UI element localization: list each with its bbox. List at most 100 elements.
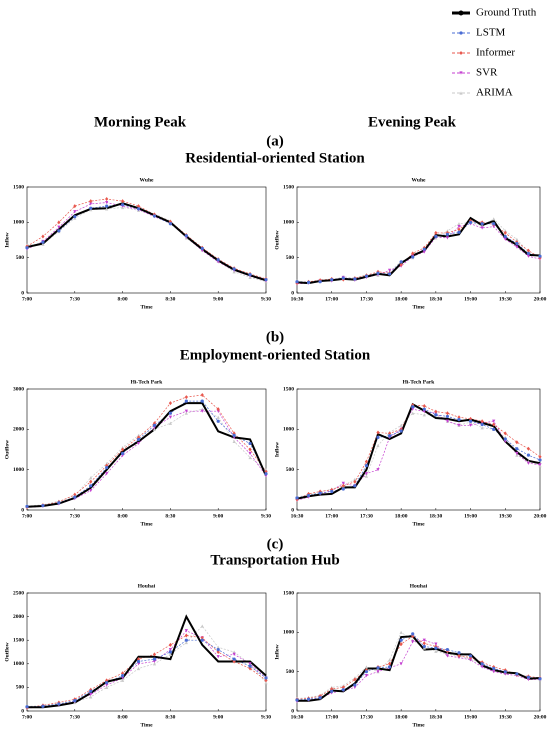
marker — [503, 230, 507, 235]
marker — [364, 670, 369, 674]
y-tick-label: 1500 — [283, 590, 294, 596]
marker — [411, 411, 415, 415]
x-tick-label: 9:00 — [213, 296, 223, 302]
x-tick-label: 17:00 — [325, 513, 338, 519]
marker — [216, 415, 220, 419]
panel-title: Residential-oriented Station — [185, 150, 365, 166]
marker — [73, 215, 77, 219]
x-tick-label: 9:30 — [261, 296, 271, 302]
y-tick-label: 1000 — [283, 220, 294, 226]
y-tick-label: 0 — [21, 708, 24, 714]
marker — [57, 220, 61, 225]
marker — [526, 446, 531, 451]
marker — [387, 658, 392, 662]
marker — [515, 447, 519, 451]
marker — [480, 422, 484, 427]
marker — [216, 648, 220, 652]
series-line — [26, 400, 267, 507]
marker — [184, 395, 188, 400]
marker — [136, 662, 141, 666]
marker — [353, 677, 357, 682]
marker — [353, 683, 357, 687]
marker — [200, 399, 204, 403]
chart: Wuhe Time Inflow 0 500 1000 1500 7:00 7:30 8:00 8:… — [4, 177, 271, 310]
panel-label: (c) — [267, 536, 284, 552]
marker — [445, 229, 450, 233]
series-line — [26, 202, 267, 282]
marker — [387, 665, 392, 669]
marker — [168, 401, 172, 406]
marker — [295, 496, 299, 500]
series-line — [26, 402, 267, 508]
x-tick-label: 19:00 — [464, 296, 477, 302]
x-tick-label: 19:00 — [464, 714, 477, 720]
marker — [457, 651, 461, 655]
marker — [445, 654, 450, 658]
marker — [364, 274, 369, 278]
marker — [457, 423, 461, 427]
y-tick-label: 1500 — [13, 184, 24, 190]
series-line — [26, 635, 267, 709]
marker — [41, 704, 45, 708]
marker — [457, 653, 461, 658]
marker — [399, 662, 403, 666]
marker — [503, 431, 507, 436]
marker — [41, 240, 45, 244]
marker — [152, 427, 157, 431]
marker — [480, 222, 484, 226]
marker — [434, 413, 438, 417]
marker — [434, 649, 438, 653]
legend-label: SVR — [476, 67, 498, 79]
panel-label: (a) — [266, 133, 284, 149]
marker — [232, 267, 236, 271]
marker — [168, 652, 172, 656]
y-tick-label: 0 — [291, 507, 294, 513]
marker — [184, 409, 188, 413]
legend-label: Informer — [476, 47, 515, 59]
marker — [376, 430, 380, 435]
marker — [353, 484, 357, 488]
marker — [105, 683, 109, 687]
marker — [41, 503, 45, 508]
series-line — [26, 198, 267, 280]
plot-frame — [26, 186, 267, 294]
marker — [503, 439, 507, 444]
marker — [492, 427, 496, 431]
marker — [457, 222, 461, 226]
marker — [121, 203, 125, 207]
marker — [200, 624, 204, 628]
x-axis-label: Time — [412, 722, 425, 728]
marker — [459, 51, 463, 55]
marker — [399, 427, 403, 432]
marker — [515, 241, 519, 246]
y-tick-label: 3000 — [13, 386, 24, 392]
marker — [538, 458, 542, 462]
x-tick-label: 19:30 — [499, 714, 512, 720]
marker — [480, 419, 484, 424]
marker — [376, 670, 380, 674]
y-tick-label: 0 — [291, 290, 294, 296]
marker — [232, 433, 236, 437]
x-tick-label: 7:30 — [70, 714, 80, 720]
marker — [526, 461, 531, 465]
marker — [353, 277, 357, 281]
marker — [57, 229, 61, 233]
marker — [399, 630, 403, 634]
marker — [492, 224, 496, 229]
marker — [399, 429, 403, 433]
marker — [411, 632, 415, 636]
y-tick-label: 2000 — [13, 427, 24, 433]
chart: Houhai Time Inflow 0 500 1000 1500 16:30 17:00 17… — [274, 583, 546, 728]
marker — [457, 227, 461, 232]
marker — [515, 453, 519, 457]
x-axis-label: Time — [412, 521, 425, 527]
marker — [136, 659, 141, 664]
y-tick-label: 2000 — [13, 614, 24, 620]
x-tick-label: 7:30 — [70, 296, 80, 302]
x-tick-label: 17:30 — [360, 714, 373, 720]
series-line — [296, 404, 541, 500]
marker — [457, 415, 461, 420]
plot-frame — [26, 388, 267, 511]
marker — [364, 474, 369, 478]
marker — [399, 642, 403, 647]
